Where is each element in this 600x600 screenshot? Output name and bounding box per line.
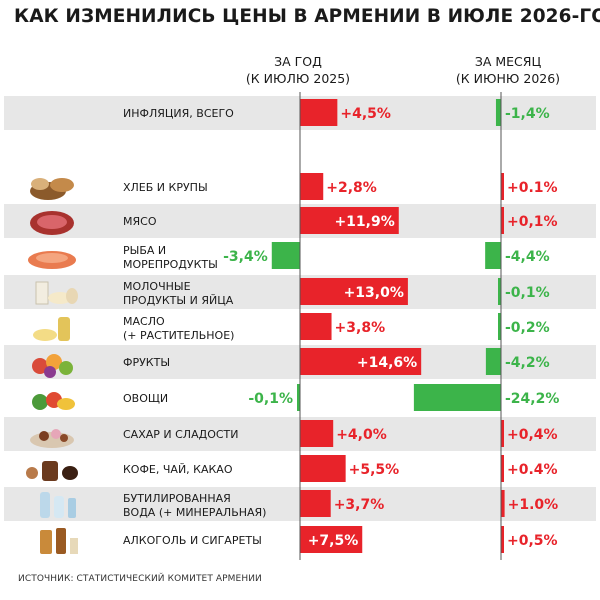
category-label: ХЛЕБ И КРУПЫ: [123, 181, 208, 194]
year-bar: [300, 173, 324, 200]
category-label: ОВОЩИ: [123, 392, 168, 405]
chart-title: КАК ИЗМЕНИЛИСЬ ЦЕНЫ В АРМЕНИИ В ИЮЛЕ 202…: [14, 6, 600, 27]
month-bar: [501, 173, 504, 200]
year-value-label: -3,4%: [223, 249, 268, 265]
vegetables-icon: [32, 392, 75, 410]
year-bar: [300, 207, 399, 234]
alcohol-icon: [40, 528, 78, 554]
month-bars: -1,4% +0.1% +0,1% -4,4% -0,1% -0,2% -4,2% -24,2…: [413, 99, 559, 553]
category-label: КОФЕ, ЧАЙ, КАКАО: [123, 463, 233, 476]
category-label: ФРУКТЫ: [123, 356, 170, 369]
year-header-line1: ЗА ГОД: [274, 54, 322, 69]
month-bar: [485, 242, 501, 269]
month-header-line1: ЗА МЕСЯЦ: [474, 54, 542, 69]
month-bar: [413, 384, 501, 411]
year-value-label: +4,0%: [336, 427, 387, 443]
month-header-line2: (К ИЮНЮ 2026): [455, 71, 561, 86]
month-bar: [495, 99, 501, 126]
year-bar: [300, 99, 338, 126]
month-bar: [501, 207, 504, 234]
month-bar: [501, 455, 504, 482]
year-value-label: +3,8%: [335, 320, 386, 336]
zero-axes: [299, 92, 502, 560]
month-column-header: ЗА МЕСЯЦ (К ИЮНЮ 2026): [418, 53, 598, 87]
month-value-label: +0,5%: [507, 533, 558, 549]
category-label: РЫБА И МОРЕПРОДУКТЫ: [123, 244, 218, 271]
month-value-label: +1.0%: [508, 497, 559, 513]
year-bars: +4,5% +2,8% +11,9% -3,4% +13,0% +3,8% +14,6% -0…: [223, 99, 422, 553]
year-value-label: +14,6%: [357, 355, 417, 371]
year-value-label: +3,7%: [334, 497, 385, 513]
year-bar: [300, 420, 334, 447]
month-value-label: -4,4%: [505, 249, 550, 265]
year-value-label: +13,0%: [344, 285, 404, 301]
year-header-line2: (К ИЮЛЮ 2025): [245, 71, 351, 86]
month-value-label: -0,2%: [505, 320, 550, 336]
year-value-label: +11,9%: [334, 214, 394, 230]
year-bar: [300, 490, 331, 517]
fruit-icon: [32, 354, 73, 378]
year-column-header: ЗА ГОД (К ИЮЛЮ 2025): [218, 53, 378, 87]
year-bar: [300, 348, 422, 375]
category-label: МАСЛО (+ РАСТИТЕЛЬНОЕ): [123, 315, 234, 342]
month-bar: [485, 348, 501, 375]
category-label: САХАР И СЛАДОСТИ: [123, 428, 238, 441]
year-value-label: +7,5%: [308, 533, 359, 549]
oil-icon: [33, 317, 70, 341]
sweets-icon: [30, 429, 74, 448]
category-label: МЯСО: [123, 215, 157, 228]
source-note: ИСТОЧНИК: СТАТИСТИЧЕСКИЙ КОМИТЕТ АРМЕНИИ: [18, 574, 262, 584]
category-label: БУТИЛИРОВАННАЯ ВОДА (+ МИНЕРАЛЬНАЯ): [123, 492, 266, 519]
month-value-label: -0,1%: [505, 285, 550, 301]
fish-icon: [28, 251, 76, 269]
month-bar: [498, 313, 501, 340]
bread-icon: [30, 178, 74, 200]
month-value-label: +0.1%: [507, 180, 558, 196]
month-value-label: +0.4%: [507, 462, 558, 478]
month-value-label: -24,2%: [505, 391, 559, 407]
year-bar: [300, 526, 363, 553]
month-bar: [501, 526, 504, 553]
month-value-label: -1,4%: [505, 106, 550, 122]
year-bar: [297, 384, 300, 411]
category-label: ИНФЛЯЦИЯ, ВСЕГО: [123, 107, 234, 120]
meat-icon: [30, 211, 74, 235]
month-value-label: +0,4%: [507, 427, 558, 443]
dairy-icon: [35, 281, 78, 305]
year-value-label: +4,5%: [340, 106, 391, 122]
month-bar: [498, 278, 501, 305]
category-label: АЛКОГОЛЬ И СИГАРЕТЫ: [123, 534, 262, 547]
category-label: МОЛОЧНЫЕ ПРОДУКТЫ И ЯЙЦА: [123, 280, 234, 307]
coffee-icon: [26, 461, 78, 481]
month-value-label: -4,2%: [505, 355, 550, 371]
row-icons: [26, 178, 78, 554]
month-bar: [501, 420, 504, 447]
year-bar: [300, 313, 332, 340]
category-labels: ИНФЛЯЦИЯ, ВСЕГО ХЛЕБ И КРУПЫ МЯСО РЫБА И МОР…: [123, 107, 266, 547]
year-bar: [300, 278, 408, 305]
year-value-label: +5,5%: [349, 462, 400, 478]
year-value-label: +2,8%: [326, 180, 377, 196]
year-value-label: -0,1%: [248, 391, 293, 407]
month-value-label: +0,1%: [507, 214, 558, 230]
month-bar: [501, 490, 505, 517]
year-bar: [271, 242, 300, 269]
year-bar: [300, 455, 346, 482]
water-bottle-icon: [40, 492, 76, 518]
